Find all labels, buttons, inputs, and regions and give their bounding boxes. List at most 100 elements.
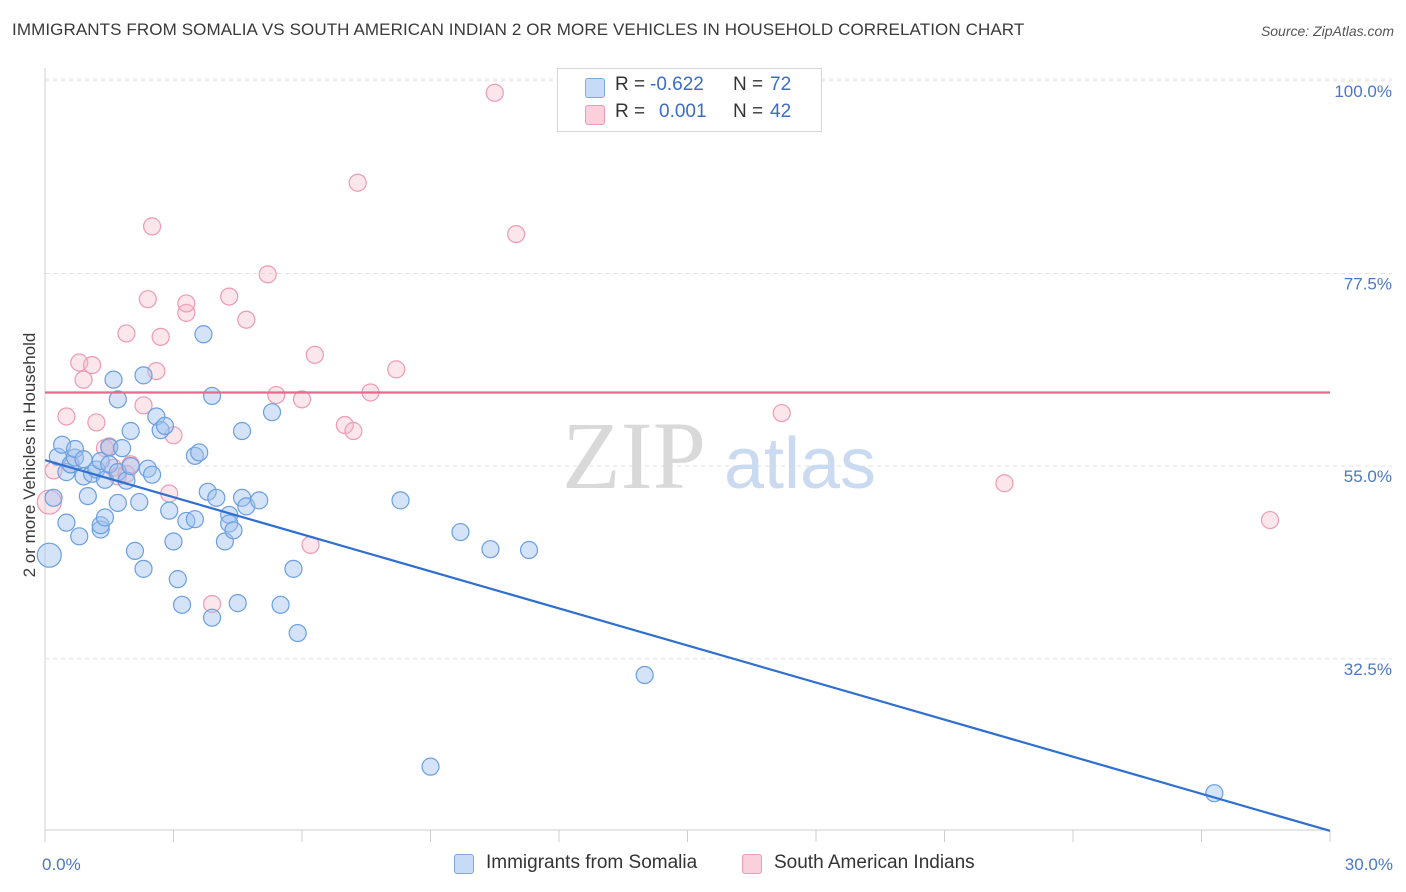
x-tick-label: 30.0% bbox=[1345, 855, 1393, 874]
stats-n-label: N = bbox=[733, 101, 764, 122]
data-point bbox=[190, 443, 209, 462]
x-axis-ticks bbox=[44, 830, 1331, 842]
data-point bbox=[138, 290, 157, 309]
stats-r-value: -0.622 bbox=[650, 74, 704, 95]
legend-label-somalia: Immigrants from Somalia bbox=[486, 852, 698, 873]
data-point bbox=[207, 488, 226, 507]
series-south-american-indians-points bbox=[36, 83, 1280, 614]
data-point bbox=[121, 457, 140, 476]
stats-r-label: R = bbox=[615, 74, 646, 95]
series-somalia-points bbox=[36, 325, 1224, 803]
data-point bbox=[348, 173, 367, 192]
y-tick-label: 55.0% bbox=[1344, 467, 1392, 486]
data-point bbox=[250, 491, 269, 510]
stats-n-value: 72 bbox=[770, 74, 792, 95]
data-point bbox=[78, 486, 97, 506]
data-point bbox=[292, 390, 312, 409]
watermark: ZIP atlas bbox=[562, 402, 876, 509]
data-point bbox=[185, 510, 205, 529]
data-point bbox=[125, 541, 145, 560]
data-point bbox=[44, 488, 63, 507]
data-point bbox=[485, 83, 504, 102]
data-point bbox=[772, 403, 791, 423]
data-point bbox=[635, 665, 654, 685]
data-point bbox=[160, 501, 179, 520]
stats-r-label: R = bbox=[615, 101, 646, 122]
data-point bbox=[172, 595, 192, 614]
data-point bbox=[108, 493, 127, 513]
data-point bbox=[284, 559, 303, 578]
data-point bbox=[155, 416, 175, 435]
data-point bbox=[421, 757, 440, 776]
data-point bbox=[258, 265, 277, 284]
gridlines bbox=[45, 78, 1392, 660]
data-point bbox=[202, 594, 222, 614]
data-point bbox=[117, 324, 136, 343]
data-point bbox=[228, 594, 247, 613]
data-point bbox=[451, 522, 470, 542]
data-point bbox=[262, 403, 282, 422]
data-point bbox=[121, 421, 140, 441]
data-point bbox=[142, 465, 162, 484]
data-point bbox=[220, 287, 239, 306]
chart-title: IMMIGRANTS FROM SOMALIA VS SOUTH AMERICA… bbox=[12, 20, 1025, 39]
data-point bbox=[1205, 784, 1224, 803]
data-point bbox=[164, 532, 183, 551]
data-point bbox=[134, 366, 153, 385]
stats-n-label: N = bbox=[733, 74, 764, 95]
stats-r-value: 0.001 bbox=[659, 101, 707, 122]
y-tick-label: 32.5% bbox=[1344, 660, 1392, 679]
data-point bbox=[194, 325, 213, 344]
data-point bbox=[202, 386, 222, 406]
y-tick-label: 100.0% bbox=[1334, 82, 1392, 101]
data-point bbox=[83, 355, 102, 375]
stats-swatch-somalia bbox=[585, 78, 605, 98]
data-point bbox=[202, 608, 222, 627]
data-point bbox=[237, 310, 256, 329]
data-point bbox=[142, 217, 162, 236]
data-point bbox=[108, 390, 127, 409]
data-point bbox=[519, 540, 539, 560]
data-point bbox=[134, 396, 153, 415]
data-point bbox=[57, 407, 76, 426]
data-point bbox=[151, 327, 170, 346]
data-point bbox=[91, 520, 110, 539]
trend-line bbox=[44, 459, 1331, 832]
stats-box: R = -0.622 N = 72 R = 0.001 N = 42 bbox=[557, 68, 822, 132]
data-point bbox=[74, 370, 93, 389]
trend-lines bbox=[44, 391, 1331, 832]
data-point bbox=[177, 294, 196, 313]
data-point bbox=[57, 513, 76, 532]
tick-labels: 32.5% 55.0% 77.5% 100.0% 0.0% 30.0% bbox=[42, 82, 1393, 874]
legend-label-south-american-indians: South American Indians bbox=[774, 852, 975, 873]
legend-item-somalia: Immigrants from Somalia bbox=[454, 852, 697, 874]
data-point bbox=[344, 421, 363, 441]
data-point bbox=[1260, 510, 1280, 530]
data-point bbox=[271, 595, 290, 614]
data-point bbox=[224, 521, 243, 540]
stats-n-value: 42 bbox=[770, 101, 792, 122]
data-point bbox=[305, 345, 324, 364]
data-point bbox=[112, 439, 132, 458]
watermark-atlas: atlas bbox=[724, 424, 876, 504]
data-point bbox=[134, 559, 153, 578]
data-point bbox=[387, 360, 406, 379]
legend-swatch-somalia bbox=[454, 854, 474, 874]
data-point bbox=[95, 508, 115, 527]
data-point bbox=[70, 527, 89, 546]
data-point bbox=[87, 413, 106, 432]
x-tick-label: 0.0% bbox=[42, 855, 81, 874]
data-point bbox=[267, 385, 286, 405]
data-point bbox=[130, 492, 149, 512]
stats-swatch-south-american-indians bbox=[585, 105, 605, 125]
data-point bbox=[36, 542, 62, 568]
data-point bbox=[104, 370, 123, 389]
data-point bbox=[481, 540, 500, 559]
data-point bbox=[995, 474, 1014, 493]
data-point bbox=[288, 623, 307, 643]
data-point bbox=[232, 421, 252, 441]
legend-item-south-american-indians: South American Indians bbox=[742, 852, 975, 874]
data-point bbox=[168, 570, 187, 589]
data-point bbox=[391, 491, 410, 510]
